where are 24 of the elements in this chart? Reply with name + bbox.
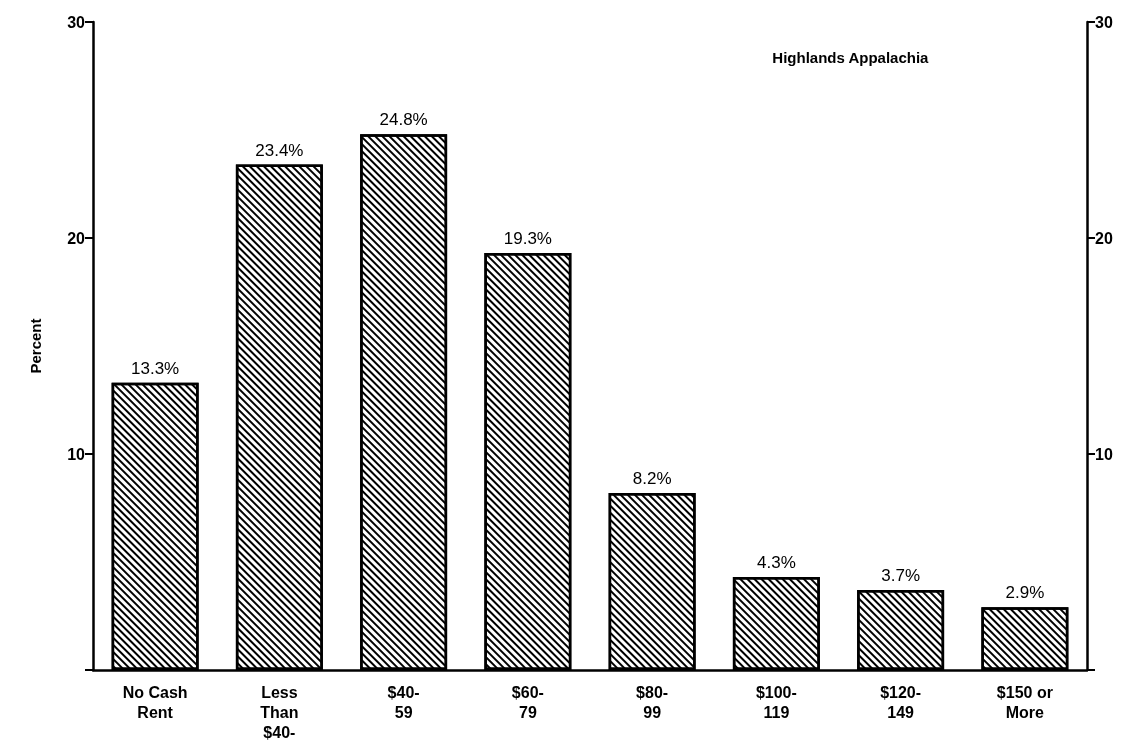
- data-label: 8.2%: [632, 468, 672, 488]
- y2-tick-label: 20: [1095, 229, 1113, 247]
- data-label: 2.9%: [1005, 583, 1045, 603]
- data-label: 19.3%: [503, 229, 552, 249]
- y-tick-label: 20: [67, 229, 86, 247]
- data-label: 23.4%: [255, 140, 304, 160]
- x-tick-label: $100- 119: [755, 683, 797, 721]
- text: Highlands Appalachia: [772, 49, 930, 66]
- data-label: 3.7%: [881, 566, 920, 586]
- y-tick-label: 10: [67, 445, 86, 463]
- x-tick-label: $150 or More: [996, 683, 1053, 721]
- y-axis-title: Percent: [27, 318, 44, 374]
- data-label: 24.8%: [379, 110, 428, 130]
- x-tick-label: $80- 99: [636, 683, 669, 721]
- x-tick-label: $60- 79: [511, 683, 544, 721]
- y2-tick-label: 30: [1095, 13, 1113, 31]
- x-tick-label: Less Than $40-: [260, 683, 299, 741]
- x-tick-label: $120- 149: [880, 683, 922, 721]
- y-tick-label: 30: [67, 13, 86, 31]
- y2-tick-label: 10: [1095, 445, 1113, 463]
- x-tick-label: $40- 59: [387, 683, 420, 721]
- data-label: 13.3%: [131, 358, 180, 378]
- data-label: 4.3%: [757, 553, 796, 573]
- x-tick-label: No Cash Rent: [122, 683, 188, 721]
